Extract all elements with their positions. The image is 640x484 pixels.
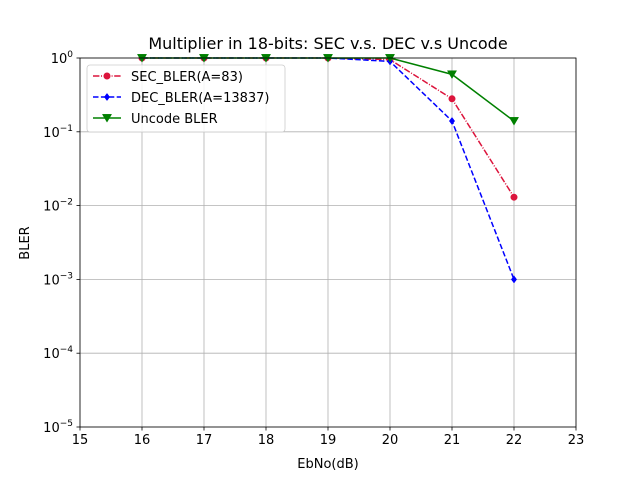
x-tick-label: 15 <box>72 433 89 448</box>
y-tick-base: 10 <box>43 421 60 436</box>
y-tick-label: 10−1 <box>43 124 73 141</box>
x-tick-label: 23 <box>568 433 585 448</box>
legend-entry-label: Uncode BLER <box>131 112 218 127</box>
x-tick-label: 22 <box>506 433 523 448</box>
y-axis-label: BLER <box>18 226 33 259</box>
y-tick-exponent: −5 <box>60 419 73 429</box>
y-tick-base: 10 <box>43 200 60 215</box>
y-tick-exponent: −4 <box>60 345 74 355</box>
y-tick-base: 10 <box>43 273 60 288</box>
legend-swatch-marker <box>103 92 111 102</box>
x-tick-label: 20 <box>382 433 399 448</box>
legend-entry-label: DEC_BLER(A=13837) <box>131 91 270 106</box>
chart-title: Multiplier in 18-bits: SEC v.s. DEC v.s … <box>148 34 507 53</box>
legend-swatch-marker <box>101 114 113 123</box>
y-tick-base: 10 <box>43 126 60 141</box>
y-tick-exponent: −1 <box>60 124 73 134</box>
y-tick-base: 10 <box>43 347 60 362</box>
series-1-point <box>448 95 456 103</box>
y-tick-label: 100 <box>51 50 74 67</box>
series-3-point <box>446 70 458 80</box>
y-tick-label: 10−5 <box>43 419 73 436</box>
y-tick-base: 10 <box>51 52 68 67</box>
x-tick-label: 17 <box>196 433 213 448</box>
legend-entry-label: SEC_BLER(A=83) <box>131 70 243 85</box>
x-tick-label: 18 <box>258 433 275 448</box>
x-axis: 15 16 17 18 19 20 21 22 23 <box>72 427 585 448</box>
legend: SEC_BLER(A=83) DEC_BLER(A=13837) Uncode BL… <box>86 64 286 133</box>
y-tick-label: 10−4 <box>43 345 73 362</box>
series-1-point <box>510 193 518 201</box>
y-tick-label: 10−3 <box>43 271 73 288</box>
y-tick-exponent: 0 <box>67 50 73 60</box>
x-tick-label: 21 <box>444 433 461 448</box>
series-3-point <box>508 117 520 126</box>
series-2-point <box>448 116 456 126</box>
y-tick-label: 10−2 <box>43 198 73 215</box>
legend-box <box>86 64 286 133</box>
x-tick-label: 19 <box>320 433 337 448</box>
y-tick-exponent: −2 <box>60 198 73 208</box>
x-tick-label: 16 <box>134 433 151 448</box>
y-tick-exponent: −3 <box>60 271 73 281</box>
legend-swatch-marker <box>103 72 111 80</box>
x-axis-label: EbNo(dB) <box>297 457 358 472</box>
series-2-point <box>510 275 518 284</box>
